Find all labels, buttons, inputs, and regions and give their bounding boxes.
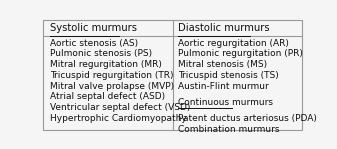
Text: Pulmonic stenosis (PS): Pulmonic stenosis (PS)	[50, 49, 152, 58]
Text: Aortic stenosis (AS): Aortic stenosis (AS)	[50, 39, 138, 48]
Text: Continuous murmurs: Continuous murmurs	[178, 98, 273, 107]
Text: Mitral regurgitation (MR): Mitral regurgitation (MR)	[50, 60, 162, 69]
Text: Austin-Flint murmur: Austin-Flint murmur	[178, 82, 269, 91]
Text: Ventricular septal defect (VSD): Ventricular septal defect (VSD)	[50, 103, 190, 112]
Text: Atrial septal defect (ASD): Atrial septal defect (ASD)	[50, 92, 165, 101]
Text: Combination murmurs: Combination murmurs	[178, 125, 279, 134]
Text: Systolic murmurs: Systolic murmurs	[50, 23, 137, 33]
Text: Hypertrophic Cardiomyopathy: Hypertrophic Cardiomyopathy	[50, 114, 187, 123]
Text: Patent ductus arteriosus (PDA): Patent ductus arteriosus (PDA)	[178, 114, 317, 123]
Text: Tricuspid regurgitation (TR): Tricuspid regurgitation (TR)	[50, 71, 174, 80]
Text: Mitral valve prolapse (MVP): Mitral valve prolapse (MVP)	[50, 82, 174, 91]
Text: Mitral stenosis (MS): Mitral stenosis (MS)	[178, 60, 267, 69]
FancyBboxPatch shape	[43, 20, 302, 130]
Text: Tricuspid stenosis (TS): Tricuspid stenosis (TS)	[178, 71, 279, 80]
Text: Pulmonic regurgitation (PR): Pulmonic regurgitation (PR)	[178, 49, 303, 58]
Text: Diastolic murmurs: Diastolic murmurs	[178, 23, 270, 33]
Text: Aortic regurgitation (AR): Aortic regurgitation (AR)	[178, 39, 289, 48]
